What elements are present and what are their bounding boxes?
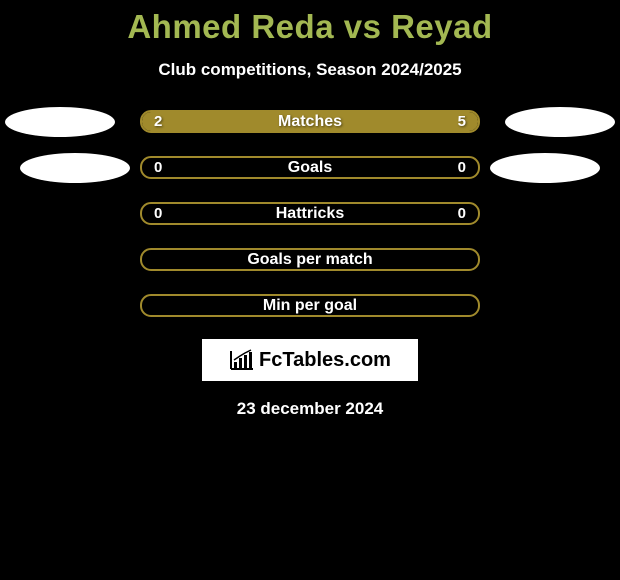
stat-label: Goals per match xyxy=(142,250,478,269)
stat-value-right: 0 xyxy=(458,204,466,223)
stat-value-right: 5 xyxy=(458,112,466,131)
stat-row: 0Goals0 xyxy=(0,156,620,179)
stat-row: Goals per match xyxy=(0,248,620,271)
logo-text: FcTables.com xyxy=(259,349,391,372)
stat-label: Min per goal xyxy=(142,296,478,315)
stat-label: Matches xyxy=(142,112,478,131)
ornament-right xyxy=(505,107,615,137)
logo-box: FcTables.com xyxy=(202,339,418,381)
stat-bar: Min per goal xyxy=(140,294,480,317)
ornament-left xyxy=(5,107,115,137)
stat-row: Min per goal xyxy=(0,294,620,317)
page-title: Ahmed Reda vs Reyad xyxy=(0,0,620,48)
ornament-left xyxy=(20,153,130,183)
date-text: 23 december 2024 xyxy=(0,381,620,419)
stat-bar: Goals per match xyxy=(140,248,480,271)
stat-bar: 0Hattricks0 xyxy=(140,202,480,225)
ornament-right xyxy=(490,153,600,183)
stat-bar: 2Matches5 xyxy=(140,110,480,133)
stat-row: 0Hattricks0 xyxy=(0,202,620,225)
stats-rows: 2Matches50Goals00Hattricks0Goals per mat… xyxy=(0,110,620,317)
stat-label: Hattricks xyxy=(142,204,478,223)
subtitle: Club competitions, Season 2024/2025 xyxy=(0,48,620,110)
stat-row: 2Matches5 xyxy=(0,110,620,133)
stat-value-right: 0 xyxy=(458,158,466,177)
stat-label: Goals xyxy=(142,158,478,177)
stat-bar: 0Goals0 xyxy=(140,156,480,179)
chart-icon xyxy=(229,349,255,371)
